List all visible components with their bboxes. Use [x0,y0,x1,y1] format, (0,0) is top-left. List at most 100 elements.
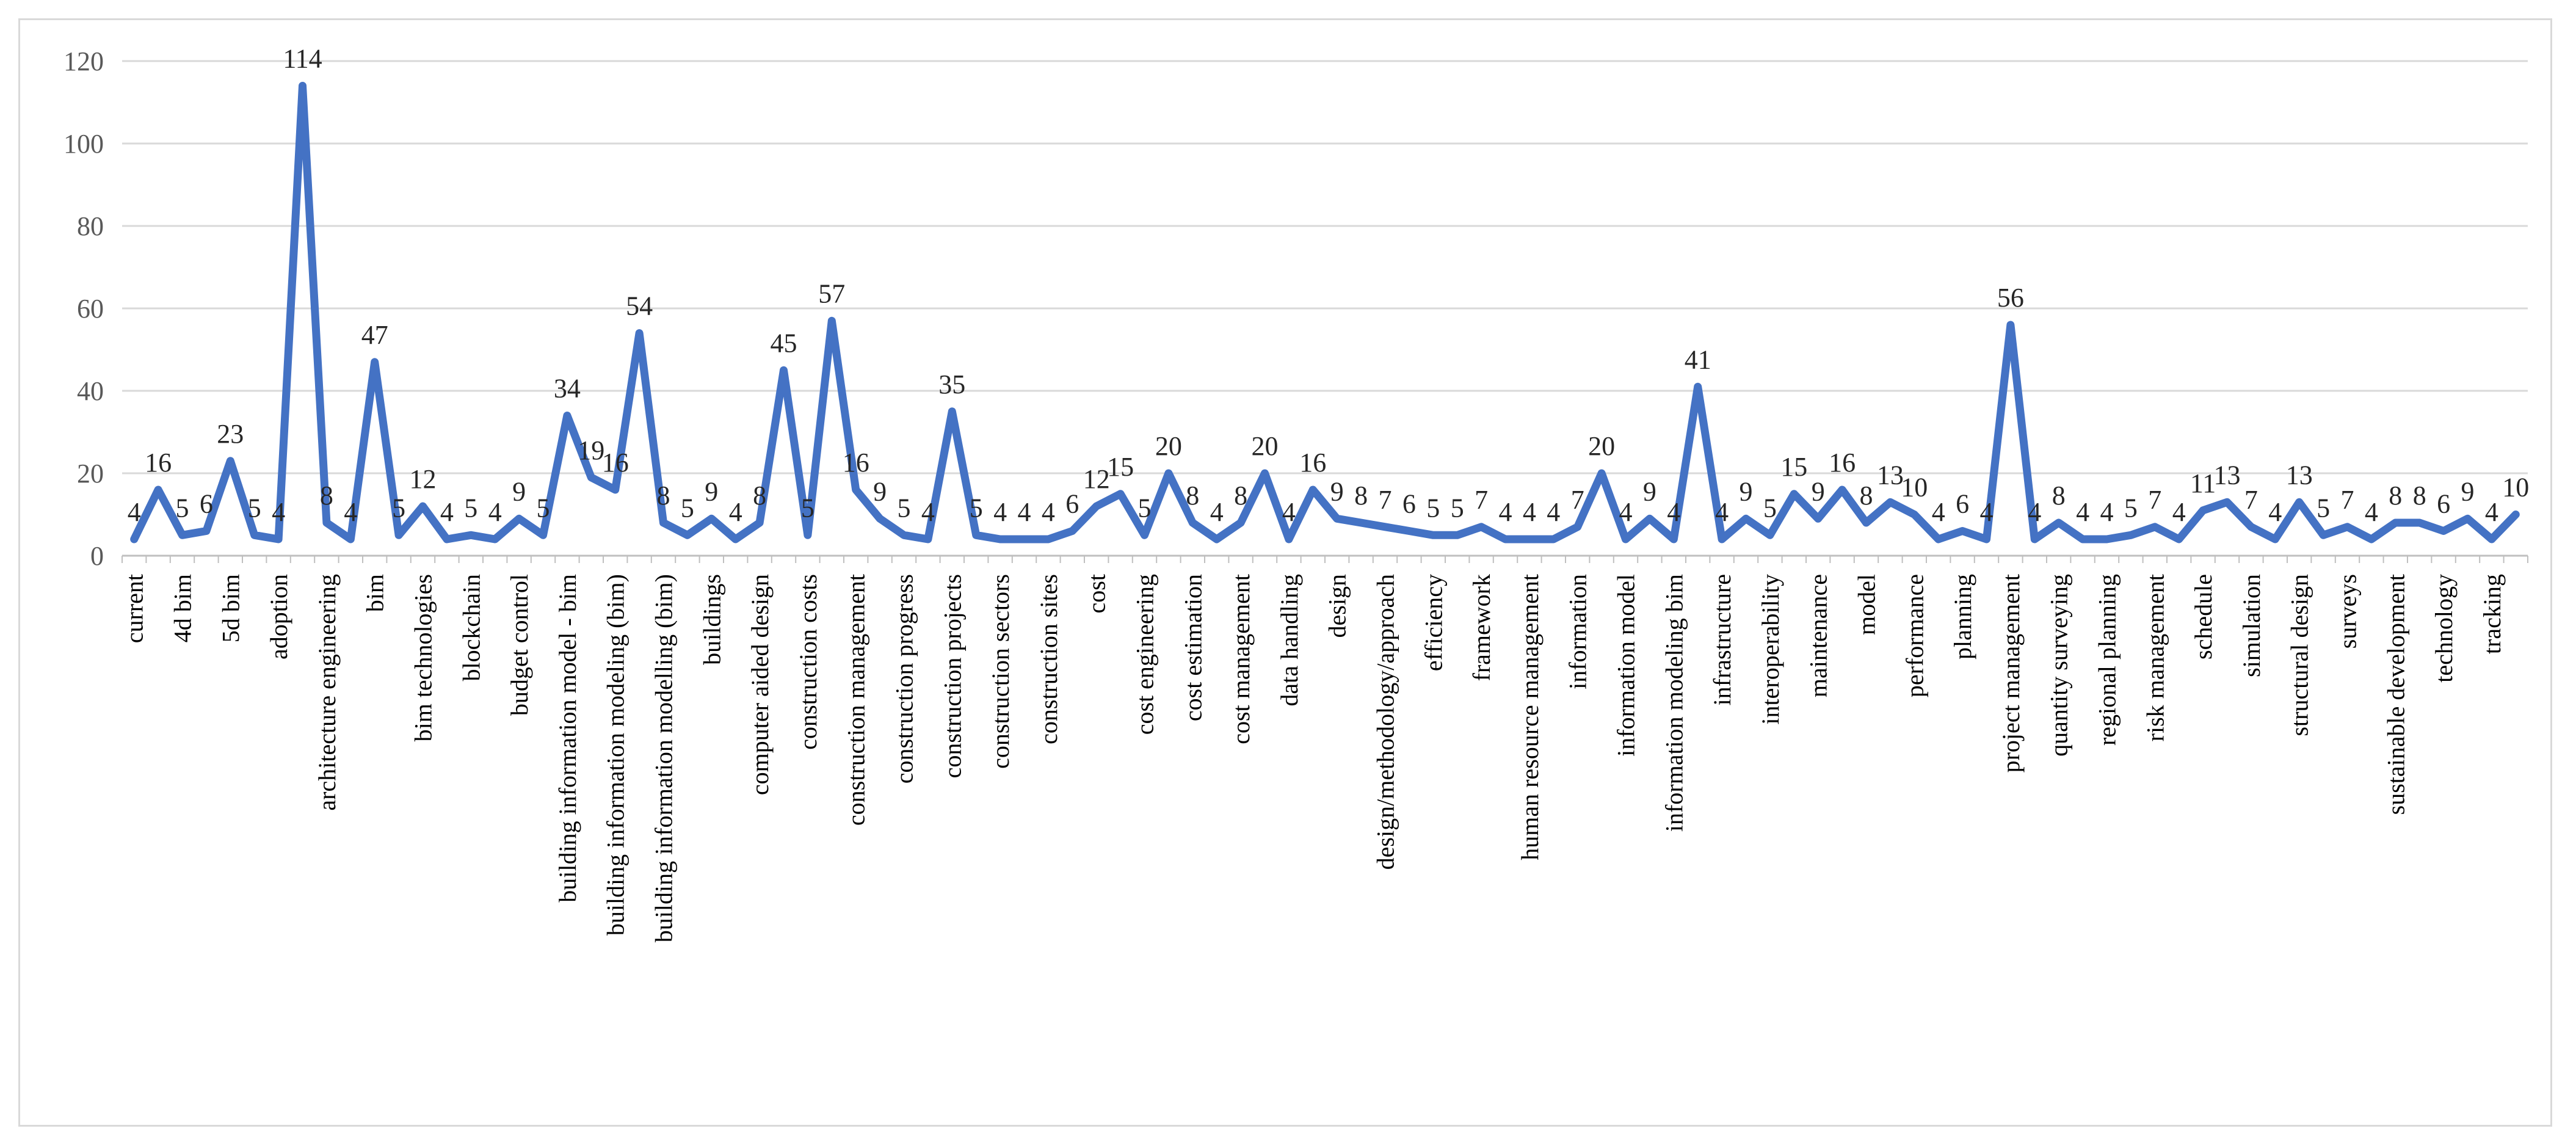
data-label: 4 [1619,497,1633,527]
x-tick-label: project management [1997,574,2025,772]
y-tick-label: 60 [77,294,104,324]
data-label: 4 [1042,497,1055,527]
data-label: 5 [1426,493,1440,523]
data-label: 7 [2341,485,2354,515]
x-tick-label: information modeling bim [1660,574,1688,832]
x-tick-label: tracking [2478,574,2506,654]
data-label: 4 [1980,497,1994,527]
data-label: 4 [1547,497,1560,527]
x-tick-label: maintenance [1805,574,1832,697]
data-label: 16 [1299,448,1326,478]
data-label: 16 [145,448,172,478]
data-label: 5 [2317,493,2330,523]
x-tick-label: budget control [506,574,533,716]
data-label: 15 [1107,452,1134,482]
x-tick-label: cost [1083,574,1111,613]
x-tick-label: adoption [265,574,292,660]
data-label: 5 [464,493,477,523]
y-tick-label: 40 [77,376,104,406]
data-label: 9 [1812,476,1825,506]
data-label: 11 [2190,468,2216,498]
x-tick-labels: current 4d bim 5d bim adoption architecture … [121,574,2506,942]
data-label: 5 [970,493,983,523]
data-label: 4 [1667,497,1680,527]
data-label: 4 [488,497,502,527]
data-label: 8 [1186,481,1199,511]
data-label: 16 [1829,448,1856,478]
data-label: 47 [361,320,388,350]
data-label: 4 [1499,497,1512,527]
data-label: 4 [2028,497,2041,527]
data-label: 13 [1877,460,1904,490]
data-label: 4 [440,497,454,527]
data-label: 5 [248,493,261,523]
x-tick-label: surveys [2334,574,2362,649]
data-label: 12 [1083,464,1110,494]
x-tick-label: risk management [2141,574,2169,741]
x-tick-label: construction projects [938,574,966,778]
x-tick-label: construction sectors [987,574,1014,769]
x-tick-label: infrastructure [1708,574,1736,705]
x-tick-label: building information modeling (bim) [602,574,629,936]
x-tick-label: construction progress [891,574,918,783]
x-tick-label: performance [1901,574,1928,697]
data-label: 12 [410,464,437,494]
data-label: 7 [2244,485,2258,515]
data-label: 8 [2389,481,2402,511]
data-label: 5 [1763,493,1777,523]
data-label: 57 [818,278,845,308]
x-tick-label: design [1324,574,1351,638]
y-tick-label: 20 [77,459,104,489]
data-label: 9 [2461,476,2475,506]
data-label: 4 [1210,497,1224,527]
data-label: 9 [512,476,526,506]
data-label: 4 [1523,497,1536,527]
data-label: 9 [1330,476,1344,506]
data-label: 9 [873,476,887,506]
data-label: 4 [921,497,935,527]
y-tick-label: 80 [77,211,104,241]
data-label: 7 [1571,485,1584,515]
data-label: 10 [2502,473,2529,503]
data-label: 8 [753,481,766,511]
data-label: 9 [1740,476,1753,506]
data-label: 9 [1643,476,1656,506]
x-tick-label: sustainable development [2382,574,2409,815]
x-tick-label: current [121,574,148,643]
data-label: 34 [554,374,581,404]
x-tick-label: interoperability [1757,574,1784,725]
data-label: 23 [217,419,244,449]
x-tick-label: construction sites [1035,574,1062,744]
x-axis [122,554,2528,563]
data-label: 41 [1685,344,1711,374]
gridlines [122,60,2528,474]
data-label: 16 [602,448,629,478]
x-tick-label: model [1853,574,1881,635]
x-tick-label: simulation [2238,574,2265,677]
x-tick-label: building information modelling (bim) [650,574,678,942]
data-label: 6 [200,489,213,519]
series-line-group [130,82,2520,543]
x-tick-label: construction management [843,574,870,826]
y-tick-label: 100 [63,129,104,159]
x-tick-label: schedule [2190,574,2217,660]
x-tick-label: 5d bim [217,574,244,642]
data-label: 7 [2148,485,2161,515]
x-tick-label: buildings [698,574,725,665]
x-tick-label: information [1564,574,1592,689]
data-label: 4 [2485,497,2498,527]
data-label: 54 [626,291,653,321]
data-label: 4 [729,497,742,527]
data-label: 5 [176,493,189,523]
chart-frame [18,18,2552,1127]
data-label: 16 [843,448,869,478]
data-label: 4 [128,497,141,527]
data-label: 35 [938,369,965,399]
series-line [130,82,2520,543]
data-label: 20 [1155,431,1182,461]
data-label: 4 [2365,497,2378,527]
data-label: 7 [1475,485,1488,515]
y-axis-ticks: 0 20 40 60 80 100 120 [63,46,104,571]
data-label: 10 [1901,473,1928,503]
